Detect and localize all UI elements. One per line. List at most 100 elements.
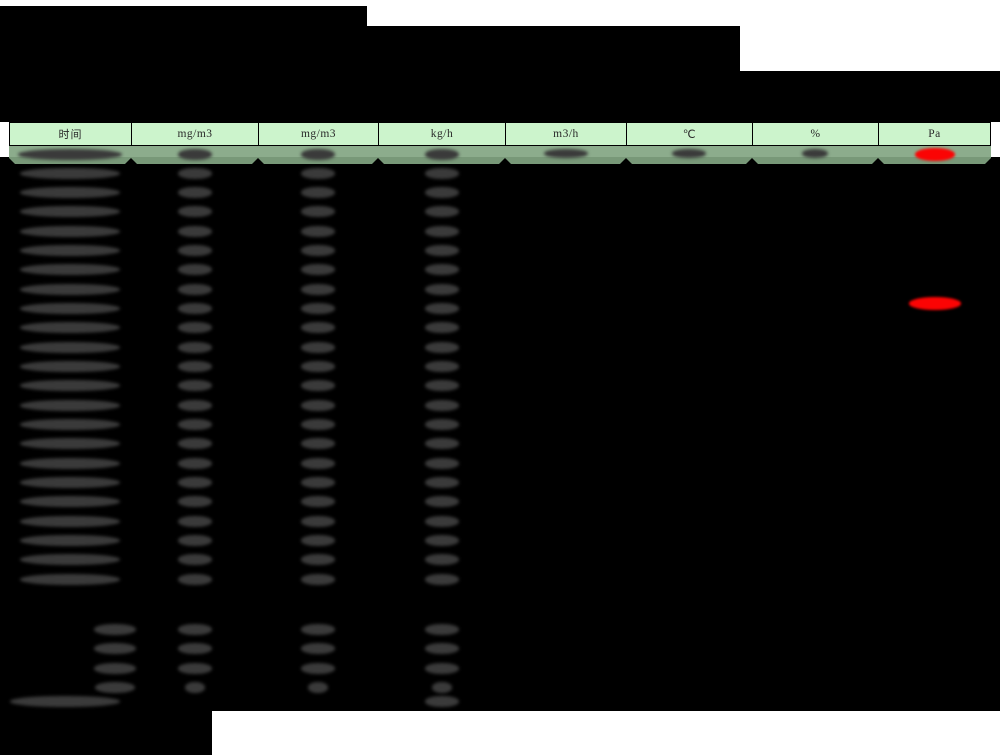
redacted-cell [424,535,459,546]
redacted-cell [177,284,212,295]
redacted-cell [20,361,120,372]
redacted-cell [301,187,335,198]
redacted-cell [20,496,120,507]
redacted-cell [301,496,335,507]
redacted-cell [95,682,135,693]
redacted-cell [301,438,335,449]
column-header-3: kg/h [378,122,505,146]
redacted-cell [424,624,459,635]
redacted-cell [20,535,120,546]
redacted-cell [20,516,120,527]
redacted-cell [20,419,120,430]
redacted-cell [177,516,212,527]
redacted-cell [177,400,212,411]
column-header-label: mg/m3 [177,128,213,140]
redacted-cell [177,303,212,314]
column-header-label: mg/m3 [300,128,337,140]
redacted-cell [177,264,212,275]
redacted-cell [94,643,136,654]
redacted-cell [10,696,120,707]
redacted-cell [424,361,459,372]
redacted-cell [301,361,335,372]
redacted-cell [20,380,120,391]
redacted-cell [301,264,335,275]
redacted-cell [301,419,335,430]
redacted-cell [20,303,120,314]
redacted-cell [177,458,212,469]
redacted-cell [177,419,212,430]
column-header-label: ℃ [682,129,697,141]
redacted-cell [301,380,335,391]
redacted-cell [424,554,459,565]
redacted-cell [672,149,706,158]
redacted-cell [424,226,459,237]
column-header-label: m3/h [553,128,579,140]
redacted-cell [177,206,212,217]
redacted-cell [177,322,212,333]
redacted-cell [301,516,335,527]
redacted-cell [424,187,459,198]
column-header-2: mg/m3 [258,122,378,146]
plate-body-main [212,157,381,711]
redacted-cell [177,643,212,654]
redacted-cell [431,682,452,693]
column-header-label: % [810,128,821,140]
redacted-cell [301,624,335,635]
header-underband [9,146,991,164]
column-header-4: m3/h [505,122,626,146]
redacted-cell [177,226,212,237]
redacted-cell [424,663,459,674]
redacted-cell [301,663,335,674]
redacted-cell [20,322,120,333]
redacted-cell [424,264,459,275]
redacted-cell [177,624,212,635]
redacted-cell [424,303,459,314]
redacted-cell [424,419,459,430]
redacted-cell [301,400,335,411]
redacted-cell [20,168,120,179]
redacted-cell [424,516,459,527]
column-header-0: 时间 [9,122,131,146]
redacted-cell [177,496,212,507]
redacted-cell [543,149,588,158]
column-header-7: Pa [878,122,991,146]
redacted-cell [424,322,459,333]
redacted-cell [177,342,212,353]
redacted-cell [301,535,335,546]
redacted-cell [177,477,212,488]
redacted-cell [177,663,212,674]
redacted-cell [20,477,120,488]
redacted-cell [301,284,335,295]
redacted-cell [424,245,459,256]
redacted-cell [177,187,212,198]
redacted-cell [177,380,212,391]
redacted-cell [301,643,335,654]
redacted-cell [301,322,335,333]
redacted-cell [424,438,459,449]
redacted-cell [424,284,459,295]
redacted-cell [424,206,459,217]
document-type: redacted-data-table [0,0,1,1]
redacted-cell [301,206,335,217]
redacted-cell [424,643,459,654]
redacted-cell [802,149,828,158]
redacted-cell [177,554,212,565]
plate-body-right [381,157,1000,711]
redacted-cell [301,303,335,314]
redacted-cell [424,458,459,469]
table-header-row: 时间 mg/m3 mg/m3 kg/h m3/h ℃% Pa [9,122,991,146]
column-header-5: ℃ [626,122,752,146]
column-header-label: 时间 [58,128,83,141]
redacted-cell [424,149,459,160]
redacted-cell [301,226,335,237]
plate-top-left [0,6,367,26]
redacted-cell [177,438,212,449]
redacted-cell [301,245,335,256]
redacted-cell [424,380,459,391]
redacted-cell [177,535,212,546]
redacted-cell [20,342,120,353]
redacted-cell [301,342,335,353]
redacted-cell [20,187,120,198]
redacted-cell [20,226,120,237]
